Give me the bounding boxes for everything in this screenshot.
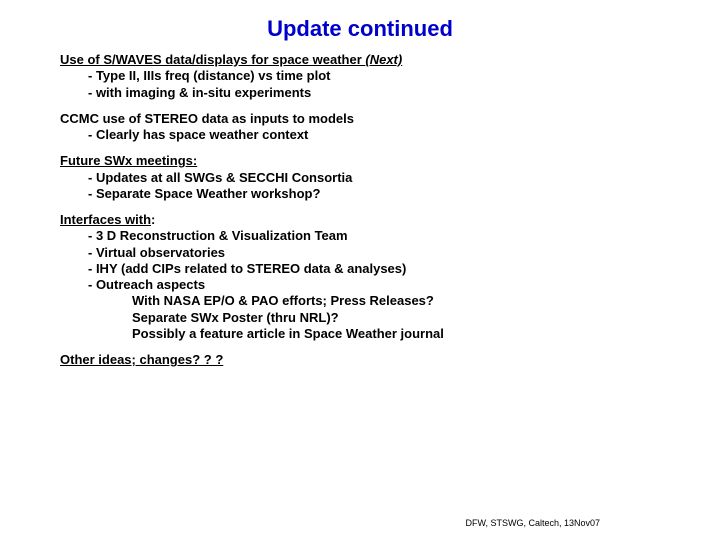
slide-title: Update continued bbox=[160, 16, 560, 42]
bullet: - with imaging & in-situ experiments bbox=[88, 85, 660, 101]
bullet: - Clearly has space weather context bbox=[88, 127, 660, 143]
sub-bullet: Separate SWx Poster (thru NRL)? bbox=[132, 310, 660, 326]
sub-bullet: With NASA EP/O & PAO efforts; Press Rele… bbox=[132, 293, 660, 309]
bullet: - Type II, IIIs freq (distance) vs time … bbox=[88, 68, 660, 84]
bullet: - 3 D Reconstruction & Visualization Tea… bbox=[88, 228, 660, 244]
bullet: - Outreach aspects bbox=[88, 277, 660, 293]
bullet: - Separate Space Weather workshop? bbox=[88, 186, 660, 202]
heading-text: Future SWx meetings: bbox=[60, 153, 197, 168]
sub-bullet: Possibly a feature article in Space Weat… bbox=[132, 326, 660, 342]
heading-text: CCMC use of STEREO data as inputs to mod… bbox=[60, 111, 354, 126]
section-other-ideas: Other ideas; changes? ? ? bbox=[60, 352, 660, 368]
bullet: - IHY (add CIPs related to STEREO data &… bbox=[88, 261, 660, 277]
bullet: - Virtual observatories bbox=[88, 245, 660, 261]
footer-text: DFW, STSWG, Caltech, 13Nov07 bbox=[465, 518, 600, 528]
section-ccmc: CCMC use of STEREO data as inputs to mod… bbox=[60, 111, 660, 144]
section-swaves: Use of S/WAVES data/displays for space w… bbox=[60, 52, 660, 101]
heading-text: Other ideas; changes? ? ? bbox=[60, 352, 223, 367]
heading-text: Use of S/WAVES data/displays for space w… bbox=[60, 52, 365, 67]
section-future-meetings: Future SWx meetings: - Updates at all SW… bbox=[60, 153, 660, 202]
heading-next: (Next) bbox=[365, 52, 402, 67]
heading-colon: : bbox=[151, 212, 155, 227]
heading-text: Interfaces with bbox=[60, 212, 151, 227]
bullet: - Updates at all SWGs & SECCHI Consortia bbox=[88, 170, 660, 186]
slide: Update continued Use of S/WAVES data/dis… bbox=[0, 0, 720, 540]
section-interfaces: Interfaces with: - 3 D Reconstruction & … bbox=[60, 212, 660, 342]
